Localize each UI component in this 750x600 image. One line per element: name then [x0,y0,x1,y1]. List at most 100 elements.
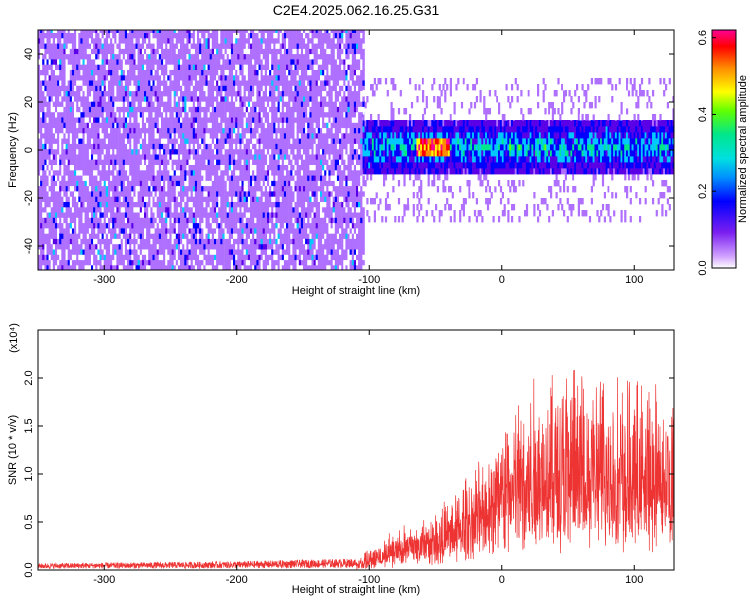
heatmap-cell [237,201,240,208]
heatmap-cell [139,95,143,102]
heatmap-cell [101,206,104,213]
heatmap-cell [222,227,225,234]
heatmap-cell [131,79,134,86]
heatmap-cell [52,153,56,160]
heatmap-cell [241,180,244,187]
heatmap-cell [67,122,71,129]
heatmap-cell [105,196,109,202]
heatmap-cell [105,233,109,239]
heatmap-cell [182,122,185,129]
heatmap-cell [216,74,219,81]
heatmap-cell [131,190,134,197]
heatmap-cell [173,69,177,76]
heatmap-cell [169,206,172,213]
heatmap-cell [99,85,102,92]
heatmap-cell [224,159,227,165]
heatmap-cell [177,53,181,60]
heatmap-cell [205,169,208,176]
heatmap-cell [38,248,41,255]
heatmap-cell [82,143,85,150]
heatmap-cell [169,248,172,255]
heatmap-cell [169,85,172,92]
heatmap-cell [250,248,253,255]
heatmap-cell [241,196,244,202]
heatmap-cell [101,32,104,39]
heatmap-cell [108,90,111,97]
heatmap-cell [59,206,62,213]
heatmap-cell [118,159,121,165]
heatmap-cell [173,143,177,150]
heatmap-cell [230,74,234,81]
heatmap-cell [165,122,168,129]
heatmap-cell [127,185,130,192]
heatmap-cell [260,259,263,266]
heatmap-cell [233,233,236,239]
heatmap-cell [67,58,71,65]
heatmap-cell [38,190,41,197]
heatmap-cell [59,254,62,261]
heatmap-cell [86,79,90,86]
heatmap-cell [137,127,140,134]
heatmap-cell [108,169,111,176]
heatmap-cell [84,222,87,229]
heatmap-cell [197,127,200,134]
heatmap-cell [84,101,87,107]
heatmap-cell [235,106,238,113]
heatmap-cell [69,30,73,33]
heatmap-cell [44,143,47,150]
heatmap-cell [173,169,177,176]
heatmap-cell [171,111,174,118]
heatmap-cell [175,122,179,129]
heatmap-cell [42,164,45,171]
heatmap-cell [124,211,128,218]
heatmap-cell [76,169,79,176]
heatmap-cell [55,153,58,160]
heatmap-cell [135,217,138,224]
heatmap-cell [148,243,151,250]
heatmap-cell [207,106,210,113]
heatmap-cell [163,79,166,86]
heatmap-cell [110,217,113,224]
heatmap-cell [57,95,60,102]
heatmap-cell [114,169,117,176]
heatmap-cell [116,148,119,155]
heatmap-cell [74,217,77,224]
heatmap-cell [71,106,75,113]
heatmap-cell [148,132,151,139]
heatmap-cell [110,111,113,118]
heatmap-cell [74,37,77,44]
heatmap-cell [197,217,200,224]
heatmap-cell [220,243,223,250]
heatmap-cell [84,206,87,213]
heatmap-cell [82,32,85,39]
heatmap-cell [116,43,119,49]
heatmap-cell [199,201,202,208]
heatmap-cell [57,196,60,202]
heatmap-cell [230,180,234,187]
heatmap-cell [84,169,87,176]
heatmap-cell [156,248,160,255]
heatmap-cell [245,243,249,250]
heatmap-cell [228,69,232,76]
heatmap-cell [61,206,64,213]
heatmap-cell [188,95,191,102]
heatmap-cell [188,111,191,118]
heatmap-cell [222,111,225,118]
heatmap-cell [116,238,119,245]
heatmap-cell [192,48,196,55]
heatmap-cell [146,30,149,33]
heatmap-cell [175,79,179,86]
heatmap-cell [146,153,149,160]
heatmap-cell [201,164,204,171]
heatmap-cell [218,90,221,97]
heatmap-cell [169,111,172,118]
heatmap-cell [220,254,223,261]
heatmap-cell [250,153,253,160]
heatmap-cell [243,143,246,150]
heatmap-cell [167,248,170,255]
heatmap-cell [118,106,121,113]
heatmap-cell [203,127,206,134]
heatmap-cell [42,30,45,33]
heatmap-cell [131,264,134,270]
heatmap-cell [254,248,257,255]
